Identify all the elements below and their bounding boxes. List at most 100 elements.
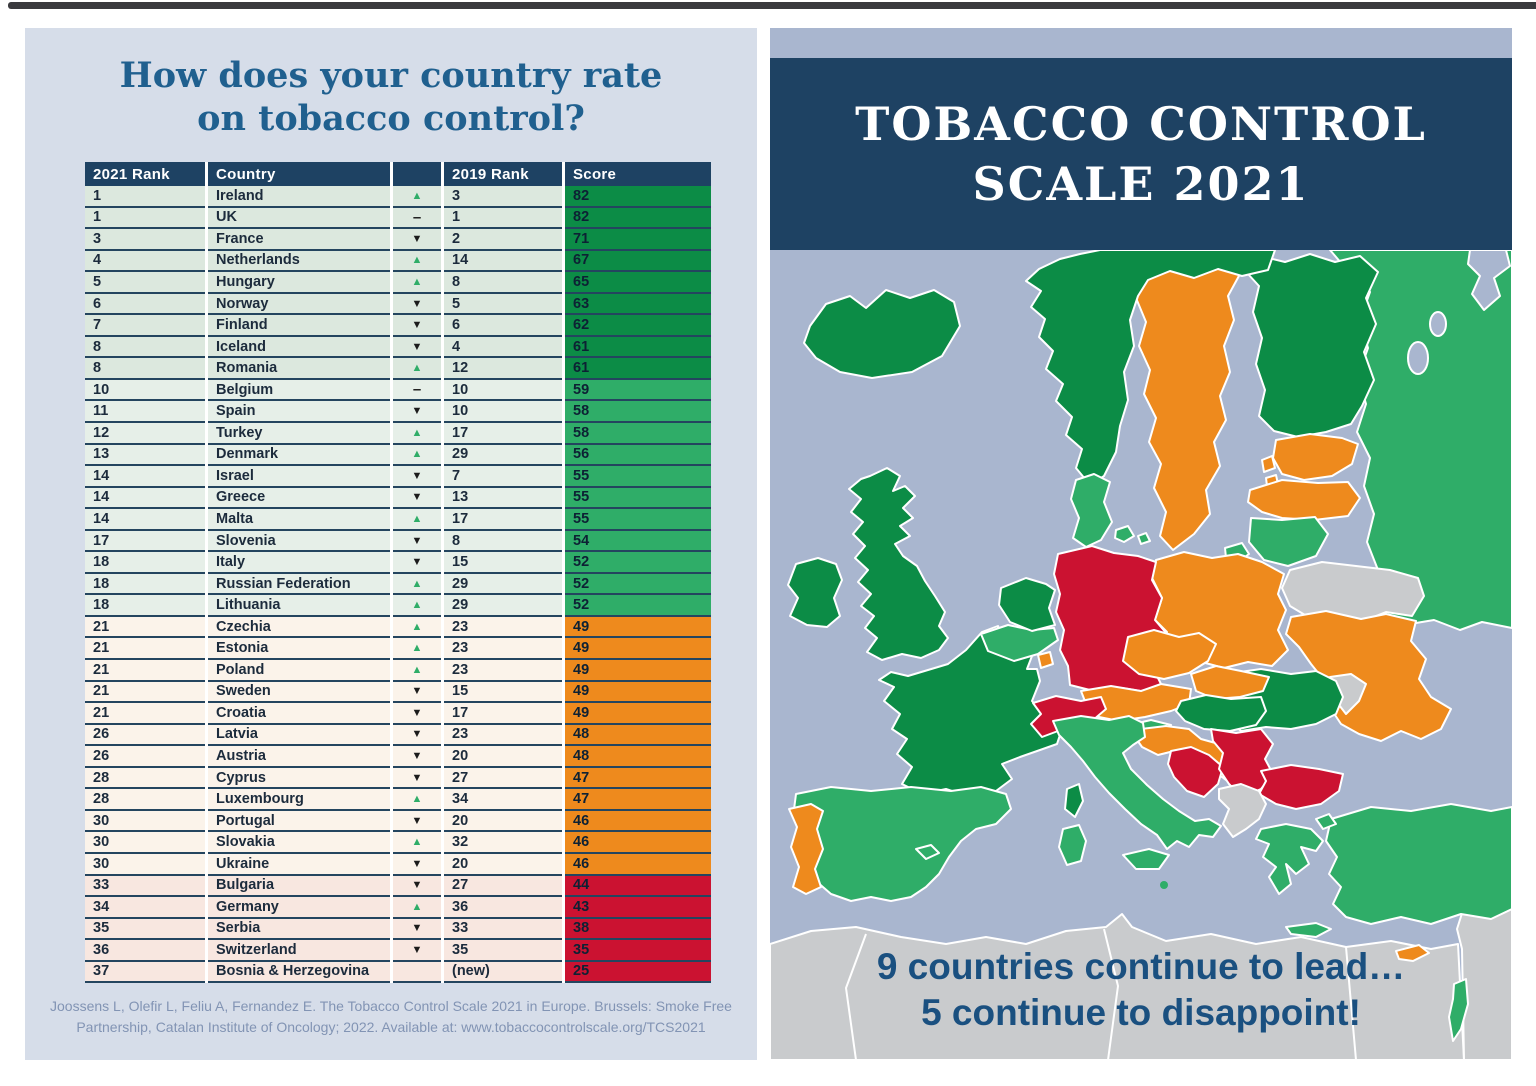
rank-2021-cell: 5: [85, 272, 205, 294]
page-title-line2: on tobacco control?: [197, 98, 585, 139]
country-cell: Austria: [208, 746, 390, 768]
rank-2021-cell: 35: [85, 918, 205, 941]
table-row: 18 Italy ▼ 15 52: [85, 552, 711, 574]
table-row: 14 Malta ▲ 17 55: [85, 509, 711, 531]
table-row: 12 Turkey ▲ 17 58: [85, 423, 711, 445]
table-row: 30 Slovakia ▲ 32 46: [85, 832, 711, 854]
country-belgium: [980, 624, 1059, 662]
trend-down-icon: ▼: [393, 293, 441, 316]
trend-up-icon: ▲: [393, 660, 441, 682]
trend-down-icon: ▼: [393, 703, 441, 725]
rank-2019-cell: 35: [444, 940, 562, 962]
rank-2021-cell: 12: [85, 423, 205, 445]
rank-2021-cell: 11: [85, 401, 205, 424]
rank-2019-cell: 8: [444, 272, 562, 294]
score-cell: 52: [565, 552, 711, 574]
rank-2019-cell: 23: [444, 724, 562, 747]
country-israel: [1448, 978, 1469, 1042]
trend-up-icon: ▲: [393, 358, 441, 380]
table-row: 4 Netherlands ▲ 14 67: [85, 250, 711, 273]
rank-2019-cell: 20: [444, 810, 562, 833]
country-cell: Luxembourg: [208, 789, 390, 811]
score-cell: 59: [565, 379, 711, 402]
trend-down-icon: ▼: [393, 767, 441, 790]
header-country: Country: [208, 162, 390, 186]
trend-down-icon: ▼: [393, 746, 441, 768]
table-row: 1 UK –1 82: [85, 207, 711, 230]
table-row: 13 Denmark ▲ 29 56: [85, 444, 711, 467]
score-cell: 55: [565, 487, 711, 510]
country-czechia: [1122, 629, 1217, 680]
trend-down-icon: ▼: [393, 875, 441, 898]
country-slovakia: [1190, 665, 1270, 700]
rank-2021-cell: 30: [85, 810, 205, 833]
country-cell: Finland: [208, 315, 390, 337]
country-cell: Croatia: [208, 703, 390, 725]
table-row: 1 Ireland ▲ 3 82: [85, 186, 711, 208]
africa-border-line: [1345, 946, 1357, 1060]
trend-same-icon: –: [393, 379, 441, 402]
rank-2021-cell: 7: [85, 315, 205, 337]
rank-2021-cell: 26: [85, 724, 205, 747]
rank-2019-cell: 5: [444, 293, 562, 316]
score-cell: 54: [565, 530, 711, 553]
score-cell: 47: [565, 789, 711, 811]
rank-2019-cell: 23: [444, 660, 562, 682]
trend-none-icon: [393, 961, 441, 984]
country-belarus: [1281, 561, 1425, 625]
map-caption-line2: 5 continue to disappoint!: [921, 992, 1361, 1033]
rank-2021-cell: 18: [85, 595, 205, 617]
rank-2019-cell: 17: [444, 509, 562, 531]
rank-2021-cell: 30: [85, 853, 205, 876]
trend-up-icon: ▲: [393, 186, 441, 208]
country-cell: Netherlands: [208, 250, 390, 273]
country-lithuania: [1248, 516, 1329, 567]
trend-same-icon: –: [393, 207, 441, 230]
country-albania-region: [1218, 783, 1267, 838]
score-cell: 44: [565, 875, 711, 898]
trend-down-icon: ▼: [393, 681, 441, 704]
score-cell: 67: [565, 250, 711, 273]
country-france: [878, 625, 1063, 798]
country-cell: Iceland: [208, 336, 390, 359]
country-cell: Turkey: [208, 423, 390, 445]
rank-2019-cell: 6: [444, 315, 562, 337]
rank-2019-cell: 4: [444, 336, 562, 359]
country-corsica: [1064, 783, 1084, 818]
table-row: 28 Luxembourg ▲ 34 47: [85, 789, 711, 811]
rank-2019-cell: 15: [444, 681, 562, 704]
rank-2019-cell: 13: [444, 487, 562, 510]
africa-border-line: [845, 933, 867, 1060]
rank-2021-cell: 3: [85, 229, 205, 251]
table-row: 17 Slovenia ▼ 8 54: [85, 530, 711, 553]
trend-up-icon: ▲: [393, 897, 441, 919]
score-cell: 52: [565, 573, 711, 596]
table-row: 6 Norway ▼ 5 63: [85, 293, 711, 316]
country-iceland: [803, 289, 961, 379]
table-row: 11 Spain ▼ 10 58: [85, 401, 711, 424]
country-cell: Slovenia: [208, 530, 390, 553]
trend-down-icon: ▼: [393, 552, 441, 574]
trend-up-icon: ▲: [393, 250, 441, 273]
trend-up-icon: ▲: [393, 638, 441, 661]
score-cell: 55: [565, 509, 711, 531]
map-caption-line1: 9 countries continue to lead…: [876, 946, 1406, 987]
country-bulgaria: [1258, 764, 1344, 810]
table-row: 18 Lithuania ▲ 29 52: [85, 595, 711, 617]
rank-2019-cell: (new): [444, 961, 562, 984]
country-cell: Estonia: [208, 638, 390, 661]
table-row: 21 Czechia ▲ 23 49: [85, 616, 711, 639]
country-cell: Lithuania: [208, 595, 390, 617]
rank-2019-cell: 15: [444, 552, 562, 574]
table-row: 18 Russian Federation ▲ 29 52: [85, 573, 711, 596]
rank-2019-cell: 36: [444, 897, 562, 919]
trend-down-icon: ▼: [393, 336, 441, 359]
rank-2021-cell: 6: [85, 293, 205, 316]
rank-2019-cell: 2: [444, 229, 562, 251]
table-row: 26 Latvia ▼ 23 48: [85, 724, 711, 747]
trend-down-icon: ▼: [393, 401, 441, 424]
score-cell: 35: [565, 940, 711, 962]
rank-2021-cell: 21: [85, 681, 205, 704]
rank-2021-cell: 21: [85, 616, 205, 639]
country-cell: Norway: [208, 293, 390, 316]
